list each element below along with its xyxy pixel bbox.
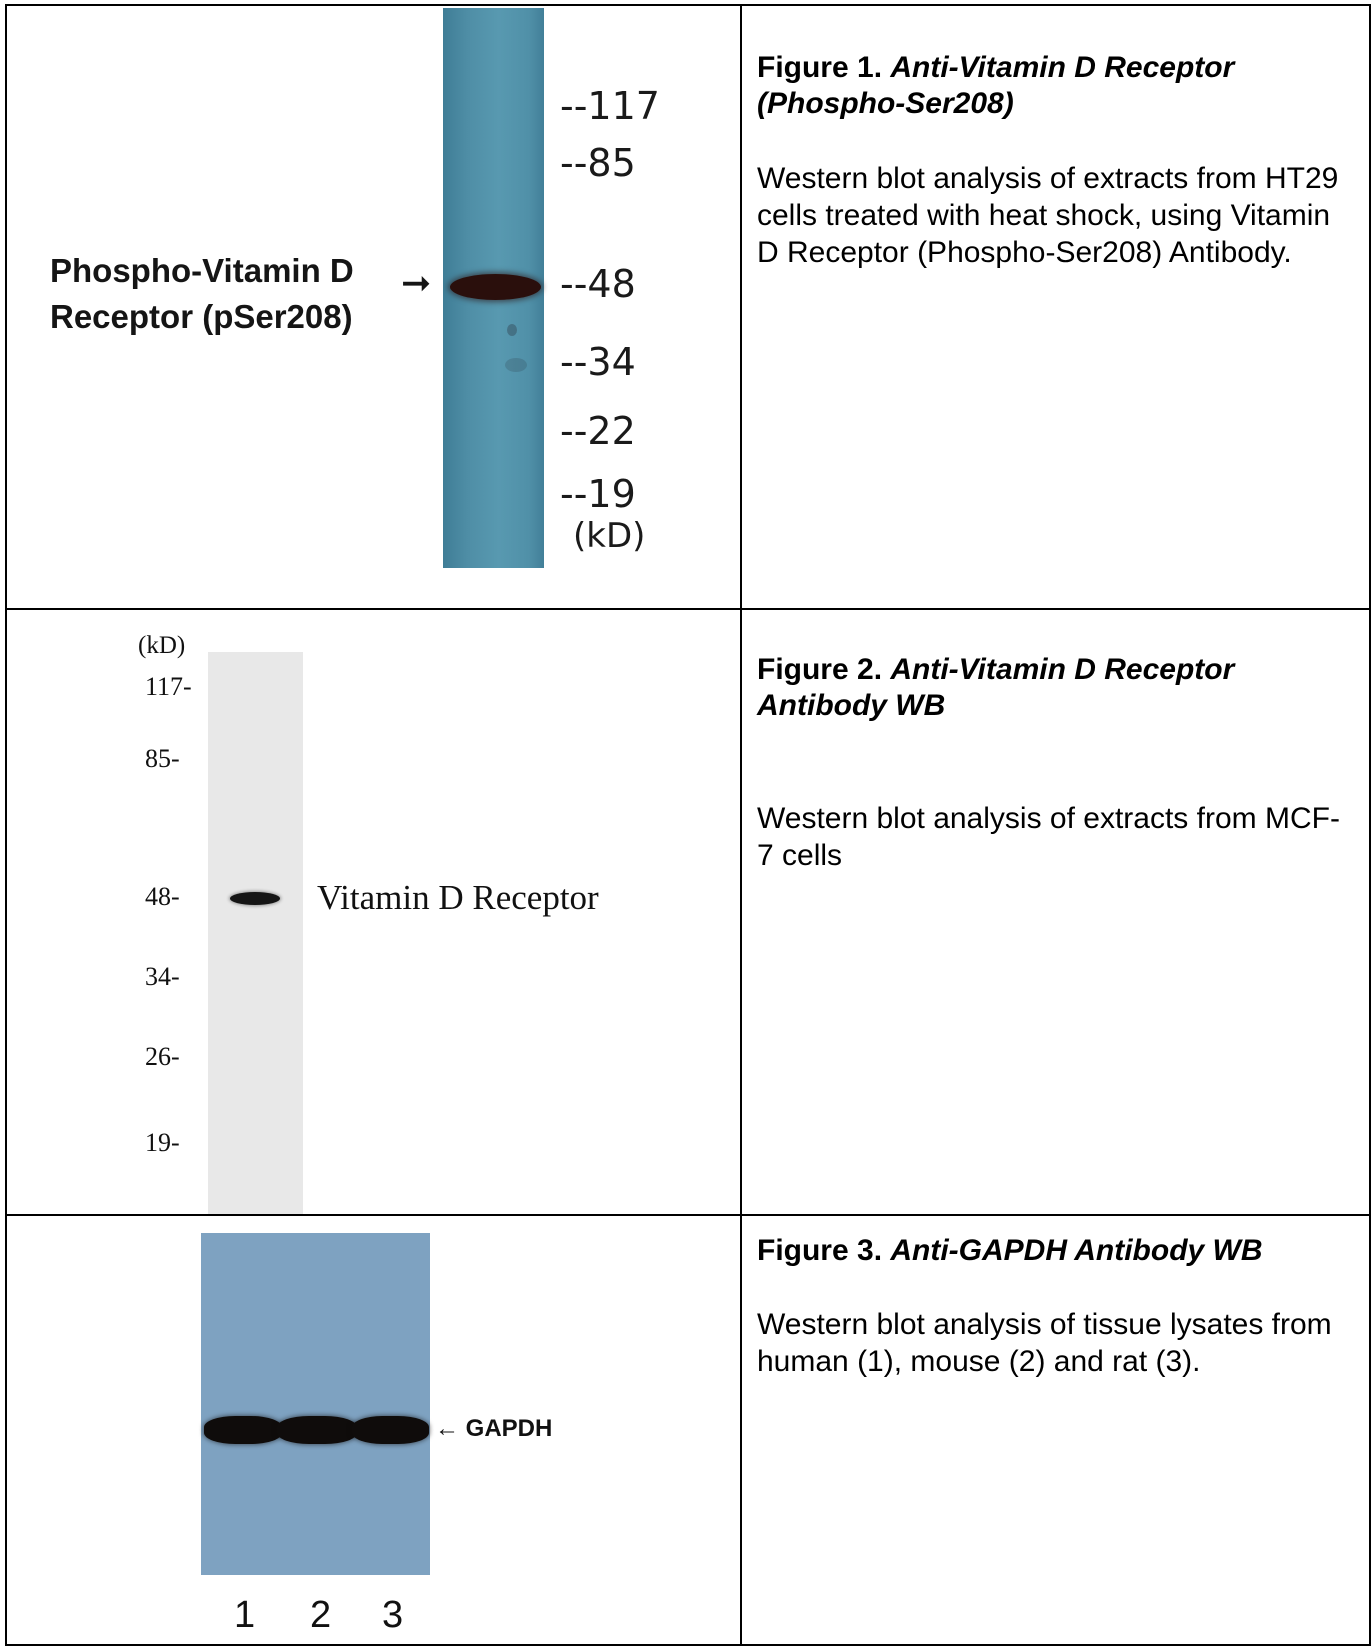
figure3-description: Western blot analysis of tissue lysates … <box>757 1308 1332 1378</box>
figure2-marker-26: 26- <box>145 1042 180 1071</box>
figure1-faint-band <box>505 358 527 372</box>
figure1-faint-spot <box>507 324 517 336</box>
figure2-text-cell: Figure 2. Anti-Vitamin D Receptor Antibo… <box>740 608 1371 1216</box>
figure1-band-label: Phospho-Vitamin D Receptor (pSer208) <box>50 248 354 340</box>
figure3-band-label: ← GAPDH <box>435 1415 552 1443</box>
figure1-marker-48: --48 <box>560 262 636 306</box>
figure2-marker-19: 19- <box>145 1128 180 1157</box>
figure3-lane-label-2: 2 <box>310 1594 332 1636</box>
figure1-marker-117: --117 <box>560 84 660 128</box>
figure1-title-italic: Anti-Vitamin D Receptor (Phospho-Ser208) <box>757 51 1235 120</box>
figure2-band-label: Vitamin D Receptor <box>317 878 599 917</box>
figure2-marker-34: 34- <box>145 962 180 991</box>
figure2-description: Western blot analysis of extracts from M… <box>757 802 1340 872</box>
figure2-marker-85: 85- <box>145 744 180 773</box>
figure3-title-italic: Anti-GAPDH Antibody WB <box>890 1234 1263 1267</box>
figure1-marker-22: --22 <box>560 409 636 453</box>
arrow-right-icon: ➞ <box>401 262 432 303</box>
figure2-image-cell: (kD) 117- 85- 48- 34- 26- 19- Vitamin D … <box>5 608 742 1216</box>
figure1-title: Figure 1. Anti-Vitamin D Receptor (Phosp… <box>757 50 1352 122</box>
figure2-band-48 <box>230 892 280 905</box>
arrow-left-icon: ← <box>435 1415 459 1442</box>
figure3-blot <box>201 1233 430 1575</box>
figure1-marker-19: --19 <box>560 472 636 516</box>
figure2-marker-117: 117- <box>145 672 192 701</box>
figure1-band-label-line2: Receptor (pSer208) <box>50 298 353 335</box>
figure1-band-label-line1: Phospho-Vitamin D <box>50 252 354 289</box>
figure1-marker-34: --34 <box>560 340 636 384</box>
figure2-title-prefix: Figure 2. <box>757 653 891 686</box>
figure1-description: Western blot analysis of extracts from H… <box>757 162 1339 269</box>
figure2-marker-48: 48- <box>145 882 180 911</box>
figure3-lane-label-3: 3 <box>382 1594 404 1636</box>
figure1-unit-label: (kD) <box>573 516 646 556</box>
figure1-band-48 <box>450 274 541 300</box>
figure1-marker-85: --85 <box>560 141 636 185</box>
figure3-band-lane1 <box>204 1416 282 1444</box>
figure1-text-cell: Figure 1. Anti-Vitamin D Receptor (Phosp… <box>740 4 1371 610</box>
figure-table: --117 --85 --48 --34 --22 --19 (kD) Phos… <box>5 4 1371 1646</box>
figure2-title-italic: Anti-Vitamin D Receptor Antibody WB <box>757 653 1235 722</box>
figure2-title: Figure 2. Anti-Vitamin D Receptor Antibo… <box>757 652 1352 724</box>
figure3-band-label-text: GAPDH <box>465 1415 553 1442</box>
figure3-lane-label-1: 1 <box>234 1594 256 1636</box>
figure1-title-prefix: Figure 1. <box>757 51 891 84</box>
figure2-blot-lane <box>208 652 303 1214</box>
figure3-band-lane3 <box>352 1416 429 1444</box>
figure1-image-cell: --117 --85 --48 --34 --22 --19 (kD) Phos… <box>5 4 742 610</box>
figure2-unit-label: (kD) <box>138 632 186 659</box>
figure3-title-prefix: Figure 3. <box>757 1234 891 1267</box>
figure3-band-lane2 <box>277 1416 357 1444</box>
figure3-image-cell: ← GAPDH 1 2 3 <box>5 1214 742 1646</box>
figure3-text-cell: Figure 3. Anti-GAPDH Antibody WB Western… <box>740 1214 1371 1646</box>
figure3-title: Figure 3. Anti-GAPDH Antibody WB <box>757 1233 1357 1269</box>
